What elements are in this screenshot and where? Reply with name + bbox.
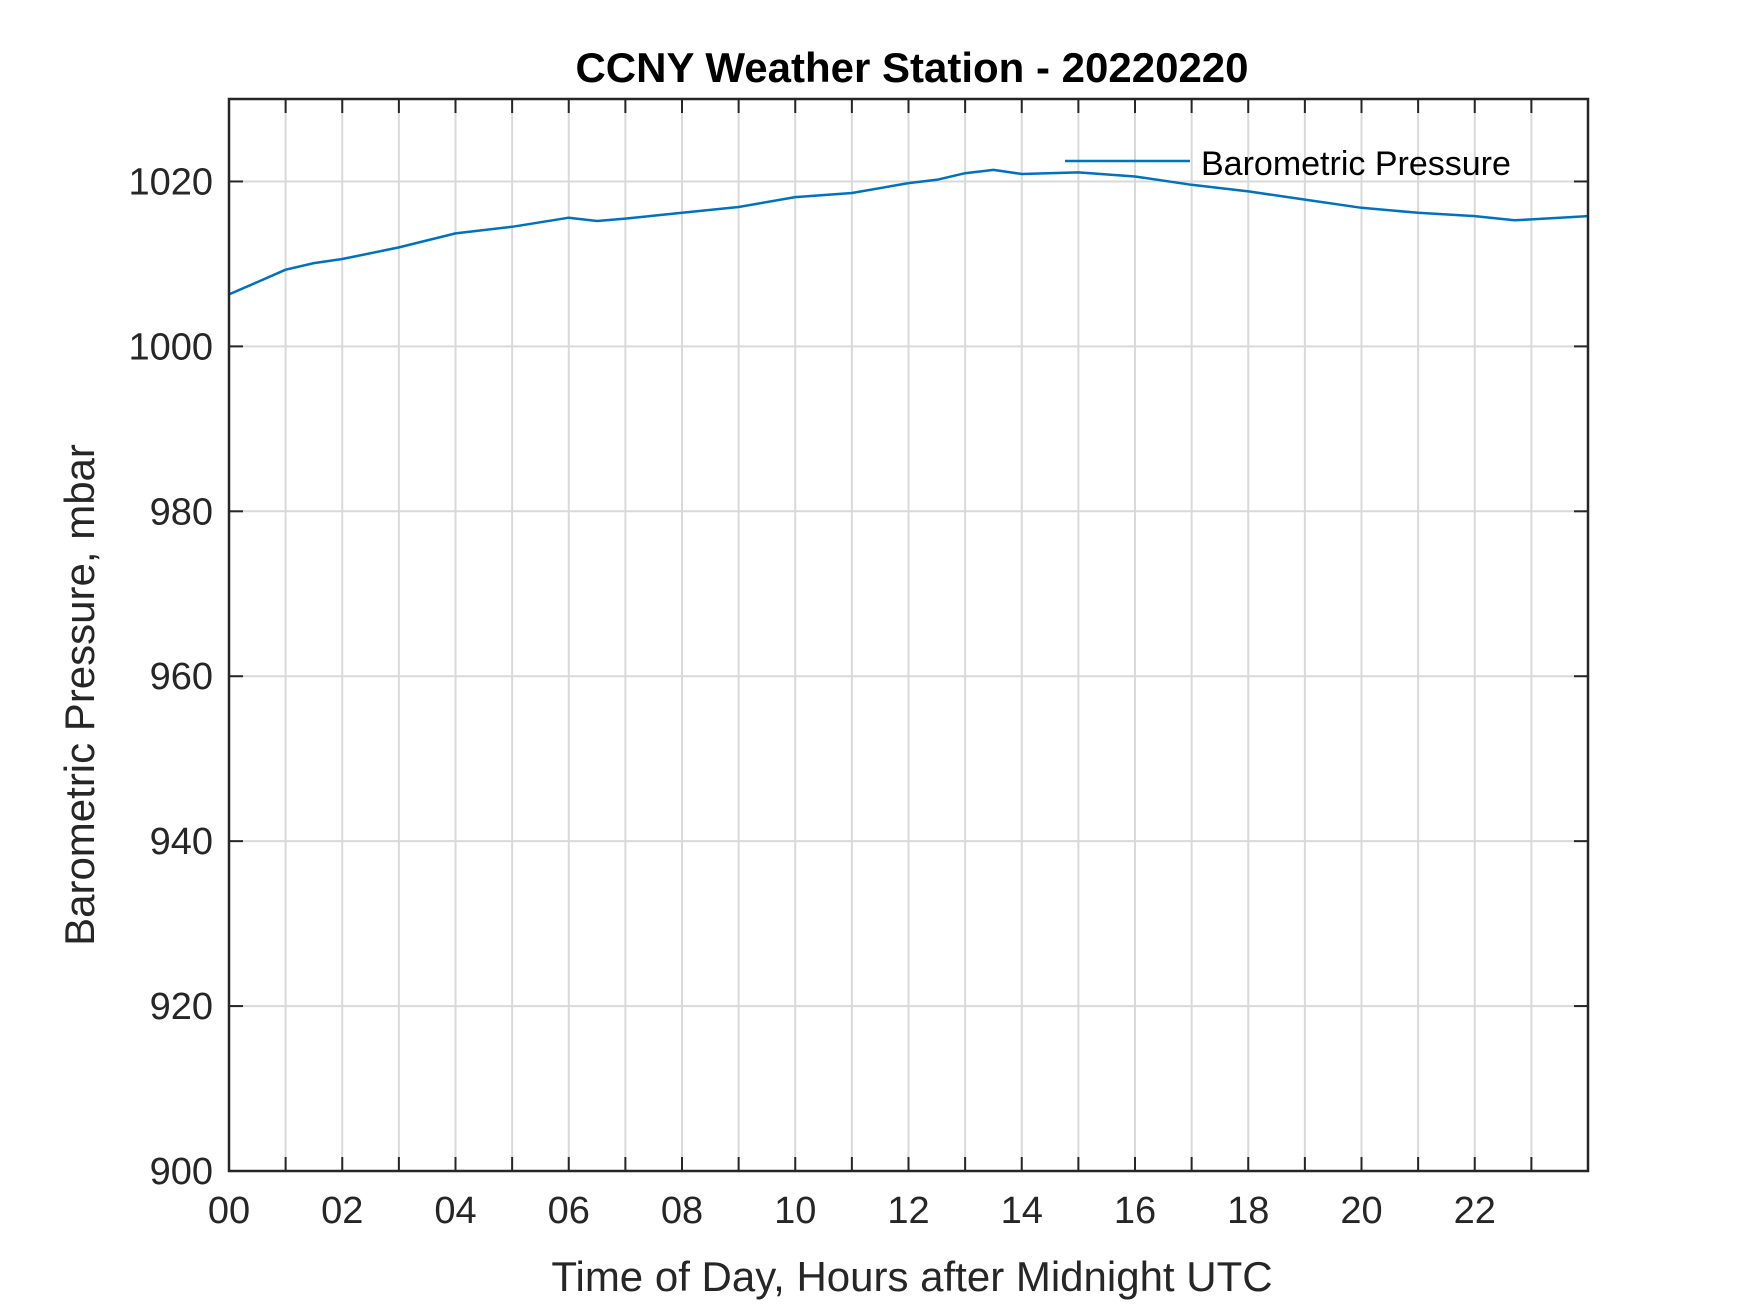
- y-tick-label: 1000: [128, 326, 213, 368]
- x-tick-labels: 00 02 04 06 08 10 12 14 16 18 20 22: [208, 1190, 1496, 1232]
- y-tick-labels: 900 920 940 960 980 1000 1020: [128, 161, 213, 1193]
- y-tick-label: 980: [150, 491, 213, 533]
- x-tick-label: 20: [1340, 1190, 1382, 1232]
- series-line-barometric-pressure: [228, 168, 1589, 296]
- x-tick-label: 22: [1454, 1190, 1496, 1232]
- x-tick-label: 14: [1001, 1190, 1043, 1232]
- grid: [229, 99, 1588, 1171]
- y-tick-label: 940: [150, 821, 213, 863]
- x-tick-label: 02: [321, 1190, 363, 1232]
- x-axis-label: Time of Day, Hours after Midnight UTC: [551, 1253, 1272, 1300]
- legend: Barometric Pressure: [1065, 145, 1511, 183]
- x-tick-label: 10: [774, 1190, 816, 1232]
- chart-title: CCNY Weather Station - 20220220: [575, 44, 1248, 91]
- x-tick-label: 08: [661, 1190, 703, 1232]
- y-tick-label: 1020: [128, 161, 213, 203]
- series-layer: [228, 168, 1589, 296]
- legend-label-barometric-pressure: Barometric Pressure: [1201, 145, 1511, 183]
- y-tick-label: 960: [150, 656, 213, 698]
- x-tick-label: 16: [1114, 1190, 1156, 1232]
- y-tick-label: 900: [150, 1151, 213, 1193]
- x-tick-label: 00: [208, 1190, 250, 1232]
- x-tick-label: 06: [548, 1190, 590, 1232]
- x-tick-label: 04: [434, 1190, 476, 1232]
- tick-marks: [229, 99, 1588, 1172]
- y-axis-label: Barometric Pressure, mbar: [56, 444, 103, 946]
- x-tick-label: 18: [1227, 1190, 1269, 1232]
- x-tick-label: 12: [887, 1190, 929, 1232]
- y-tick-label: 920: [150, 986, 213, 1028]
